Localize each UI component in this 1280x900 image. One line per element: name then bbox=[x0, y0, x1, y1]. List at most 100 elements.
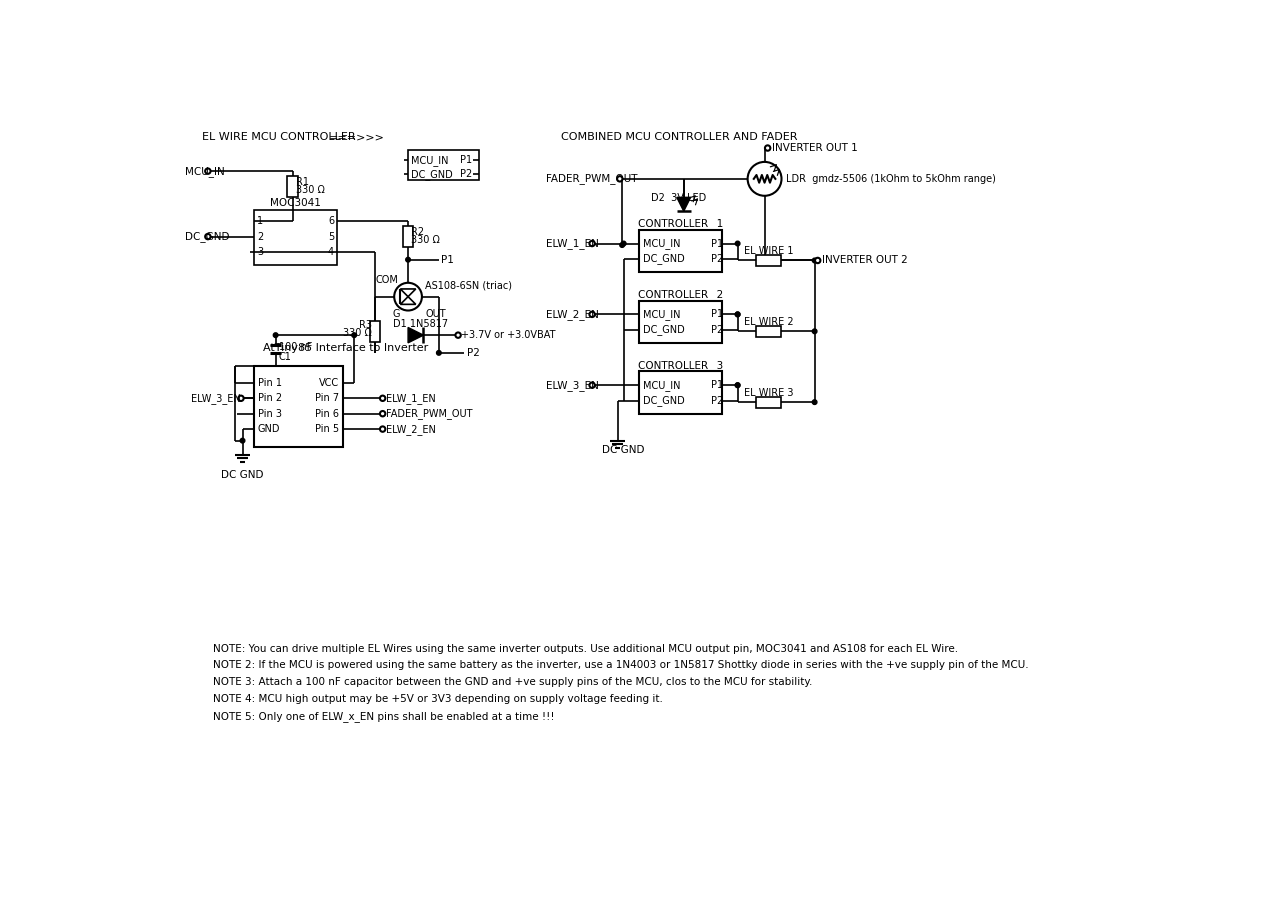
Text: MCU_IN: MCU_IN bbox=[643, 238, 681, 249]
Bar bbox=[403, 226, 413, 248]
Text: AtTiny85 Interface to Inverter: AtTiny85 Interface to Inverter bbox=[264, 343, 429, 353]
Circle shape bbox=[589, 241, 595, 247]
Text: MCU_IN: MCU_IN bbox=[643, 380, 681, 391]
Text: INVERTER OUT 2: INVERTER OUT 2 bbox=[822, 256, 908, 266]
Text: +3.7V or +3.0VBAT: +3.7V or +3.0VBAT bbox=[461, 330, 556, 340]
Text: DC_GND: DC_GND bbox=[643, 324, 685, 335]
Circle shape bbox=[589, 311, 595, 317]
Text: DC_GND: DC_GND bbox=[643, 254, 685, 265]
Circle shape bbox=[380, 396, 385, 401]
Text: DC_GND: DC_GND bbox=[411, 169, 453, 180]
Circle shape bbox=[815, 257, 820, 263]
Circle shape bbox=[205, 168, 210, 174]
Circle shape bbox=[620, 243, 625, 248]
Text: P1: P1 bbox=[461, 156, 472, 166]
Bar bbox=[639, 230, 722, 272]
Text: 1: 1 bbox=[257, 216, 264, 226]
Circle shape bbox=[238, 396, 243, 401]
Bar bbox=[756, 326, 781, 337]
Text: VCC: VCC bbox=[319, 378, 339, 388]
Bar bbox=[639, 301, 722, 343]
Text: P1: P1 bbox=[712, 238, 723, 248]
Text: DC_GND: DC_GND bbox=[184, 231, 229, 242]
Text: R1: R1 bbox=[296, 177, 308, 187]
Text: AS108-6SN (triac): AS108-6SN (triac) bbox=[425, 281, 512, 291]
Circle shape bbox=[456, 332, 461, 338]
Circle shape bbox=[765, 145, 771, 150]
Polygon shape bbox=[408, 328, 424, 343]
Bar bbox=[408, 149, 479, 180]
Text: Pin 2: Pin 2 bbox=[257, 393, 282, 403]
Bar bbox=[756, 397, 781, 408]
Text: ELW_2_EN: ELW_2_EN bbox=[545, 309, 599, 320]
Text: LDR  gmdz-5506 (1kOhm to 5kOhm range): LDR gmdz-5506 (1kOhm to 5kOhm range) bbox=[786, 174, 996, 184]
Text: COM: COM bbox=[376, 274, 398, 284]
Text: 2: 2 bbox=[257, 231, 264, 241]
Text: MCU_IN: MCU_IN bbox=[184, 166, 224, 176]
Circle shape bbox=[735, 382, 740, 388]
Text: D1 1N5817: D1 1N5817 bbox=[393, 320, 448, 329]
Text: MCU_IN: MCU_IN bbox=[643, 309, 681, 320]
Text: Pin 6: Pin 6 bbox=[315, 409, 339, 419]
Text: EL WIRE 3: EL WIRE 3 bbox=[744, 388, 794, 398]
Text: Pin 7: Pin 7 bbox=[315, 393, 339, 403]
Text: P2: P2 bbox=[461, 169, 472, 179]
Text: NOTE 5: Only one of ELW_x_EN pins shall be enabled at a time !!!: NOTE 5: Only one of ELW_x_EN pins shall … bbox=[214, 711, 554, 722]
Text: ELW_2_EN: ELW_2_EN bbox=[385, 424, 435, 435]
Text: ===>>>: ===>>> bbox=[329, 132, 384, 142]
Text: C1: C1 bbox=[279, 352, 292, 362]
Text: 100 nF: 100 nF bbox=[279, 343, 312, 353]
Text: P2: P2 bbox=[712, 254, 723, 264]
Text: 3: 3 bbox=[257, 247, 264, 257]
Circle shape bbox=[621, 241, 626, 246]
Circle shape bbox=[617, 176, 622, 182]
Circle shape bbox=[380, 427, 385, 432]
Circle shape bbox=[735, 382, 740, 388]
Circle shape bbox=[735, 312, 740, 317]
Circle shape bbox=[813, 329, 817, 334]
Circle shape bbox=[813, 258, 817, 263]
Text: 330 Ω: 330 Ω bbox=[411, 235, 440, 245]
Text: P2: P2 bbox=[712, 325, 723, 335]
Text: MCU_IN: MCU_IN bbox=[411, 155, 449, 166]
Text: 5: 5 bbox=[328, 231, 334, 241]
Circle shape bbox=[589, 382, 595, 388]
Circle shape bbox=[436, 351, 442, 356]
Circle shape bbox=[813, 400, 817, 404]
Text: P2: P2 bbox=[712, 396, 723, 406]
Circle shape bbox=[735, 241, 740, 246]
Text: 330 Ω: 330 Ω bbox=[343, 328, 372, 338]
Text: EL WIRE 1: EL WIRE 1 bbox=[744, 247, 794, 256]
Text: ELW_1_EN: ELW_1_EN bbox=[545, 238, 599, 249]
Circle shape bbox=[735, 312, 740, 317]
Text: CONTROLLER _3: CONTROLLER _3 bbox=[637, 360, 723, 371]
Text: INVERTER OUT 1: INVERTER OUT 1 bbox=[772, 143, 858, 153]
Text: 330 Ω: 330 Ω bbox=[296, 184, 325, 194]
Text: P2: P2 bbox=[467, 348, 480, 358]
Text: R2: R2 bbox=[411, 227, 424, 237]
Bar bbox=[756, 255, 781, 266]
Text: FADER_PWM_OUT: FADER_PWM_OUT bbox=[545, 174, 637, 184]
Text: NOTE 4: MCU high output may be +5V or 3V3 depending on supply voltage feeding it: NOTE 4: MCU high output may be +5V or 3V… bbox=[214, 695, 663, 705]
Text: OUT: OUT bbox=[425, 309, 445, 319]
Text: EL WIRE 2: EL WIRE 2 bbox=[744, 317, 794, 327]
Text: DC GND: DC GND bbox=[602, 445, 645, 455]
Text: P1: P1 bbox=[712, 310, 723, 320]
Circle shape bbox=[274, 333, 278, 338]
Text: P1: P1 bbox=[712, 380, 723, 391]
Text: DC GND: DC GND bbox=[221, 471, 264, 481]
Polygon shape bbox=[677, 197, 691, 211]
Text: MOC3041: MOC3041 bbox=[270, 199, 321, 209]
Text: P1: P1 bbox=[442, 255, 454, 265]
Text: D2  3V LED: D2 3V LED bbox=[652, 194, 707, 203]
Circle shape bbox=[406, 257, 411, 262]
Text: ELW_1_EN: ELW_1_EN bbox=[385, 392, 435, 404]
Text: Pin 5: Pin 5 bbox=[315, 424, 339, 434]
Text: G: G bbox=[393, 309, 401, 319]
Text: 6: 6 bbox=[328, 216, 334, 226]
Text: R3: R3 bbox=[358, 320, 372, 330]
Text: NOTE 3: Attach a 100 nF capacitor between the GND and +ve supply pins of the MCU: NOTE 3: Attach a 100 nF capacitor betwee… bbox=[214, 678, 813, 688]
Text: 4: 4 bbox=[328, 247, 334, 257]
Text: NOTE: You can drive multiple EL Wires using the same inverter outputs. Use addit: NOTE: You can drive multiple EL Wires us… bbox=[214, 644, 959, 653]
Text: CONTROLLER _2: CONTROLLER _2 bbox=[637, 289, 723, 300]
